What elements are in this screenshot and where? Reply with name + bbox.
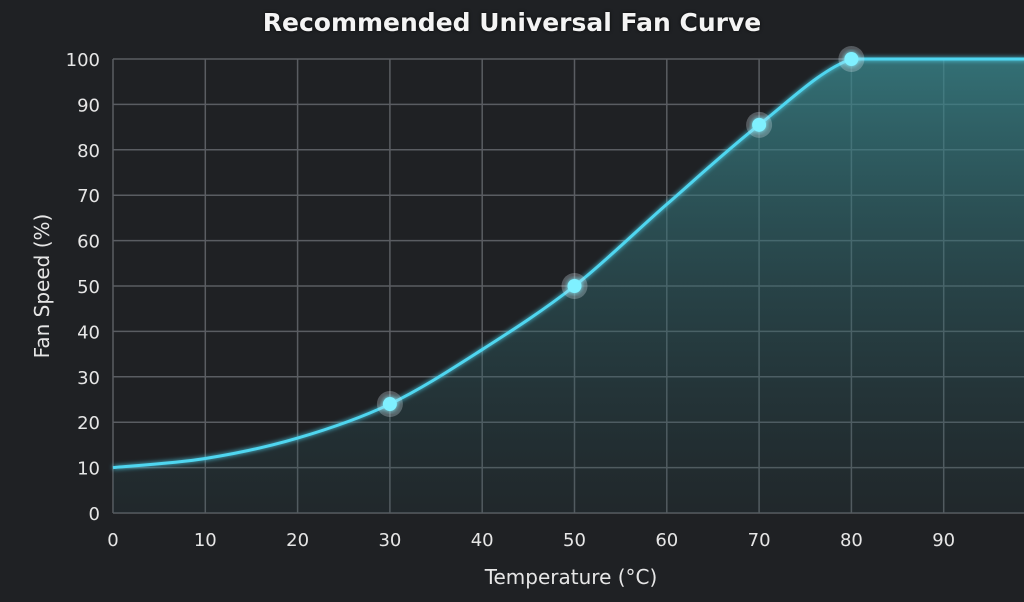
- control-point[interactable]: [376, 391, 403, 418]
- y-tick-label: 50: [77, 277, 100, 298]
- y-tick-label: 20: [77, 413, 100, 434]
- x-tick-label: 0: [107, 530, 118, 551]
- control-point[interactable]: [561, 273, 588, 299]
- curve-area-fill: [113, 58, 1024, 513]
- x-axis-ticks: 0 10 20 30 40 50 60 70 80 90: [107, 530, 955, 551]
- control-points: [376, 46, 865, 418]
- x-tick-label: 30: [378, 530, 401, 551]
- fan-curve-line: [112, 57, 1024, 470]
- y-tick-label: 10: [77, 459, 100, 480]
- chart-title: Recommended Universal Fan Curve: [262, 8, 762, 37]
- x-tick-label: 40: [471, 530, 494, 551]
- y-tick-label: 60: [77, 232, 100, 253]
- x-tick-label: 20: [286, 530, 309, 551]
- y-tick-label: 90: [77, 95, 100, 116]
- x-axis-label: Temperature (°C): [484, 565, 658, 589]
- x-tick-label: 70: [748, 530, 771, 551]
- y-tick-label: 80: [77, 141, 100, 162]
- y-tick-label: 100: [66, 50, 100, 71]
- x-tick-label: 10: [194, 530, 217, 551]
- control-point[interactable]: [746, 111, 773, 138]
- x-tick-label: 60: [655, 530, 678, 551]
- y-tick-label: 30: [77, 368, 100, 389]
- y-tick-label: 70: [77, 186, 100, 207]
- y-axis-ticks: 0 10 20 30 40 50 60 70 80 90 100: [66, 50, 100, 525]
- x-tick-label: 50: [563, 530, 586, 551]
- y-tick-label: 40: [77, 322, 100, 343]
- x-tick-label: 90: [932, 530, 955, 551]
- y-tick-label: 0: [89, 504, 100, 525]
- control-point[interactable]: [838, 46, 865, 72]
- x-tick-label: 80: [840, 530, 863, 551]
